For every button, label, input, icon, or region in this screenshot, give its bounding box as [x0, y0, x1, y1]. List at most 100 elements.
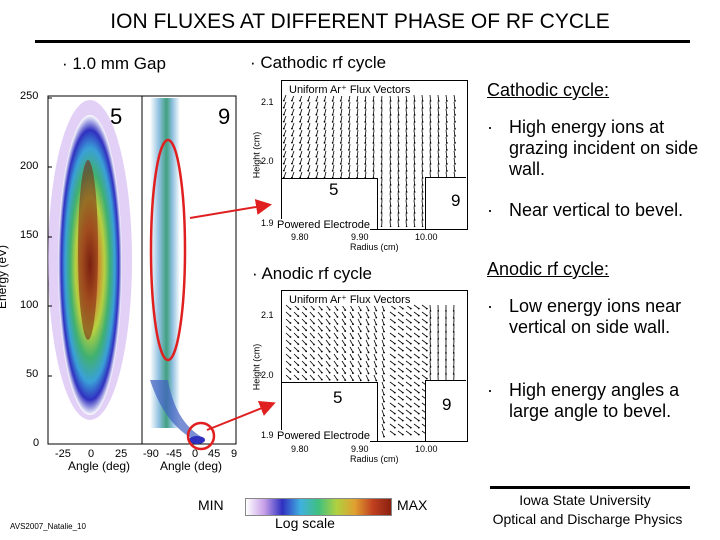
- flux-vector-head: [348, 135, 350, 137]
- flux-vector-head: [297, 364, 300, 367]
- flux-vector: [413, 206, 415, 214]
- flux-vector-head: [383, 379, 385, 382]
- flux-vector-head: [429, 373, 432, 375]
- flux-vector-head: [393, 405, 396, 408]
- flux-vector-head: [323, 141, 326, 144]
- flux-vector-head: [429, 100, 432, 102]
- flux-vector: [397, 388, 404, 393]
- flux-vector-head: [297, 322, 300, 325]
- flux-vector: [389, 367, 396, 372]
- flux-vector-head: [367, 337, 370, 340]
- flux-vector-head: [393, 433, 396, 436]
- flux-vector-head: [417, 314, 420, 317]
- flux-vector: [453, 171, 456, 178]
- flux-vector: [309, 374, 315, 380]
- flux-vector-head: [348, 121, 350, 123]
- flux-vector: [421, 346, 428, 351]
- flux-vector: [348, 115, 351, 122]
- flux-vector-head: [421, 191, 424, 193]
- flux-vector: [324, 115, 327, 122]
- flux-vector-head: [393, 391, 396, 394]
- flux-vector-head: [339, 120, 342, 123]
- flux-vector-head: [291, 141, 293, 144]
- flux-vector-head: [339, 162, 342, 165]
- flux-vector: [413, 304, 420, 309]
- flux-vector-head: [417, 412, 420, 415]
- flux-vector-head: [417, 335, 420, 338]
- flux-vector-head: [383, 386, 385, 389]
- bullet-dot: ·: [487, 296, 493, 316]
- flux-vector: [333, 339, 338, 346]
- flux-vector: [421, 171, 423, 179]
- flux-vector: [389, 381, 396, 386]
- flux-vector: [413, 423, 420, 428]
- flux-vector: [357, 360, 362, 367]
- flux-vector-head: [307, 169, 310, 172]
- flux-vector-head: [289, 371, 292, 373]
- flux-vector: [421, 353, 428, 358]
- flux-vector: [307, 157, 311, 164]
- flux-vector: [348, 164, 351, 171]
- flux-vector: [309, 318, 315, 324]
- flux-vector: [445, 150, 448, 157]
- flux-vector-head: [328, 378, 331, 381]
- flux-vector: [332, 143, 335, 150]
- flux-vector: [421, 206, 423, 214]
- flux-vector: [307, 150, 311, 157]
- flux-vector: [365, 325, 369, 332]
- flux-vector-head: [413, 100, 416, 102]
- flux-vector: [356, 115, 359, 122]
- flux-vector: [333, 325, 338, 332]
- flux-vector: [364, 129, 367, 137]
- flux-vector: [413, 325, 420, 330]
- flux-vector: [437, 164, 440, 172]
- flux-vector-head: [401, 419, 404, 422]
- flux-vector-head: [389, 191, 392, 193]
- xtick-a-0: 0: [88, 448, 95, 460]
- flux-vector: [373, 136, 375, 144]
- flux-vector: [285, 360, 291, 366]
- flux-vector-head: [291, 120, 293, 123]
- flux-vector: [283, 101, 287, 108]
- flux-vector: [299, 101, 303, 108]
- flux-vector-head: [297, 371, 300, 374]
- flux-vector-head: [389, 205, 392, 207]
- flux-vector: [389, 164, 391, 172]
- flux-vector: [373, 332, 377, 339]
- flux-vector: [356, 157, 359, 164]
- flux-vector-head: [359, 358, 362, 361]
- flux-vector-head: [437, 345, 440, 347]
- flux-vector: [429, 150, 431, 158]
- flux-vector-head: [336, 379, 339, 381]
- flux-vector-head: [401, 391, 404, 394]
- flux-vector-head: [359, 309, 362, 312]
- flux-vector-head: [328, 343, 331, 346]
- flux-vector-head: [282, 134, 285, 137]
- flux-vector-head: [352, 358, 354, 361]
- flux-vector-head: [437, 366, 440, 368]
- energy-angle-svg: [47, 95, 237, 451]
- flux-vector: [397, 150, 399, 158]
- flux-vector: [397, 129, 399, 137]
- flux-vector: [373, 325, 377, 332]
- flux-vector: [307, 143, 311, 150]
- flux-vector-head: [323, 99, 326, 102]
- flux-vector-head: [375, 309, 378, 312]
- flux-vector-head: [429, 310, 432, 312]
- label-9: 9: [451, 191, 461, 210]
- flux-vector-head: [429, 352, 432, 354]
- flux-vector-head: [452, 317, 455, 319]
- flux-vector-head: [299, 120, 301, 123]
- flux-vector-head: [299, 106, 301, 109]
- flux-vector-head: [313, 322, 315, 325]
- flux-vector: [317, 339, 323, 345]
- flux-vector: [285, 346, 291, 352]
- flux-vector-head: [383, 316, 385, 319]
- flux-vector-head: [289, 322, 292, 324]
- flux-vector-head: [413, 177, 416, 179]
- flux-vector: [405, 206, 407, 214]
- flux-vector-head: [445, 373, 447, 375]
- flux-vector-head: [323, 162, 326, 165]
- flux-vector-head: [409, 342, 412, 345]
- flux-vector-head: [307, 127, 310, 130]
